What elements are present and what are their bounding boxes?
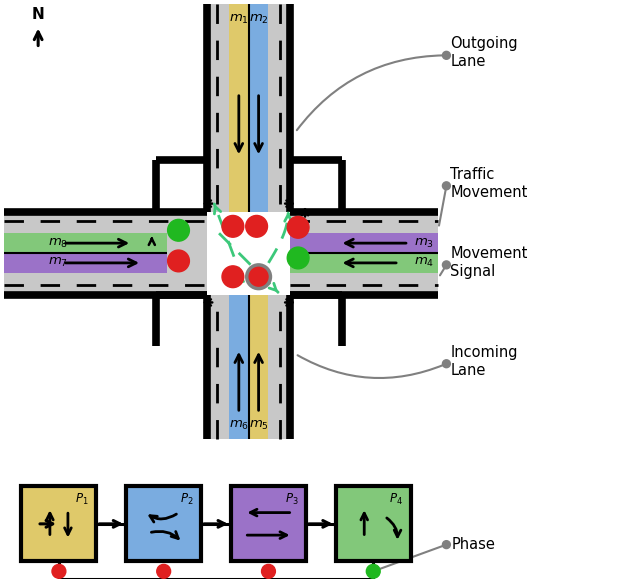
Text: Traffic: Traffic	[451, 167, 495, 182]
Bar	[229, 294, 248, 439]
Circle shape	[442, 51, 451, 59]
Text: Phase: Phase	[451, 537, 495, 552]
Bar	[290, 253, 439, 273]
Text: $P_3$: $P_3$	[284, 492, 298, 508]
Bar	[231, 487, 306, 562]
Circle shape	[248, 266, 269, 288]
Text: $P_2$: $P_2$	[180, 492, 193, 508]
Text: $P_1$: $P_1$	[75, 492, 88, 508]
Bar	[4, 211, 207, 294]
Circle shape	[167, 219, 189, 241]
Circle shape	[167, 250, 189, 272]
Text: $m_3$: $m_3$	[413, 237, 434, 250]
Circle shape	[246, 215, 268, 237]
Text: $m_7$: $m_7$	[48, 256, 68, 269]
Bar	[156, 294, 207, 346]
Circle shape	[442, 261, 451, 269]
Bar	[290, 233, 439, 253]
Circle shape	[52, 565, 66, 579]
Circle shape	[287, 217, 309, 238]
Circle shape	[442, 182, 451, 190]
Bar	[248, 294, 268, 439]
Circle shape	[442, 360, 451, 368]
Text: Movement: Movement	[451, 246, 528, 261]
Circle shape	[442, 541, 451, 549]
Circle shape	[261, 565, 276, 579]
Bar	[126, 487, 201, 562]
Bar	[290, 211, 439, 294]
Text: Lane: Lane	[451, 54, 486, 69]
Bar	[22, 487, 96, 562]
Text: N: N	[32, 7, 44, 22]
Text: $m_4$: $m_4$	[413, 256, 434, 269]
Circle shape	[287, 247, 309, 269]
Bar	[290, 294, 342, 346]
Text: Signal: Signal	[451, 264, 496, 279]
Text: Movement: Movement	[451, 184, 528, 200]
Circle shape	[222, 266, 243, 288]
Text: $m_5$: $m_5$	[248, 418, 269, 432]
Bar	[207, 4, 290, 211]
Circle shape	[157, 565, 171, 579]
Text: $m_6$: $m_6$	[229, 418, 249, 432]
Bar	[4, 233, 167, 253]
Text: $m_8$: $m_8$	[48, 237, 68, 250]
Circle shape	[222, 215, 243, 237]
Text: $m_2$: $m_2$	[248, 13, 268, 26]
Bar	[207, 294, 290, 439]
Bar	[229, 4, 248, 211]
Bar	[248, 4, 268, 211]
Text: $m_1$: $m_1$	[229, 13, 249, 26]
Text: $P_4$: $P_4$	[389, 492, 403, 508]
Text: Outgoing: Outgoing	[451, 36, 518, 51]
Bar	[290, 160, 342, 211]
Bar	[207, 211, 290, 294]
Text: Lane: Lane	[451, 363, 486, 378]
Bar	[4, 253, 167, 273]
Bar	[336, 487, 411, 562]
Circle shape	[366, 565, 380, 579]
Bar	[156, 160, 207, 211]
Text: Incoming: Incoming	[451, 345, 518, 360]
